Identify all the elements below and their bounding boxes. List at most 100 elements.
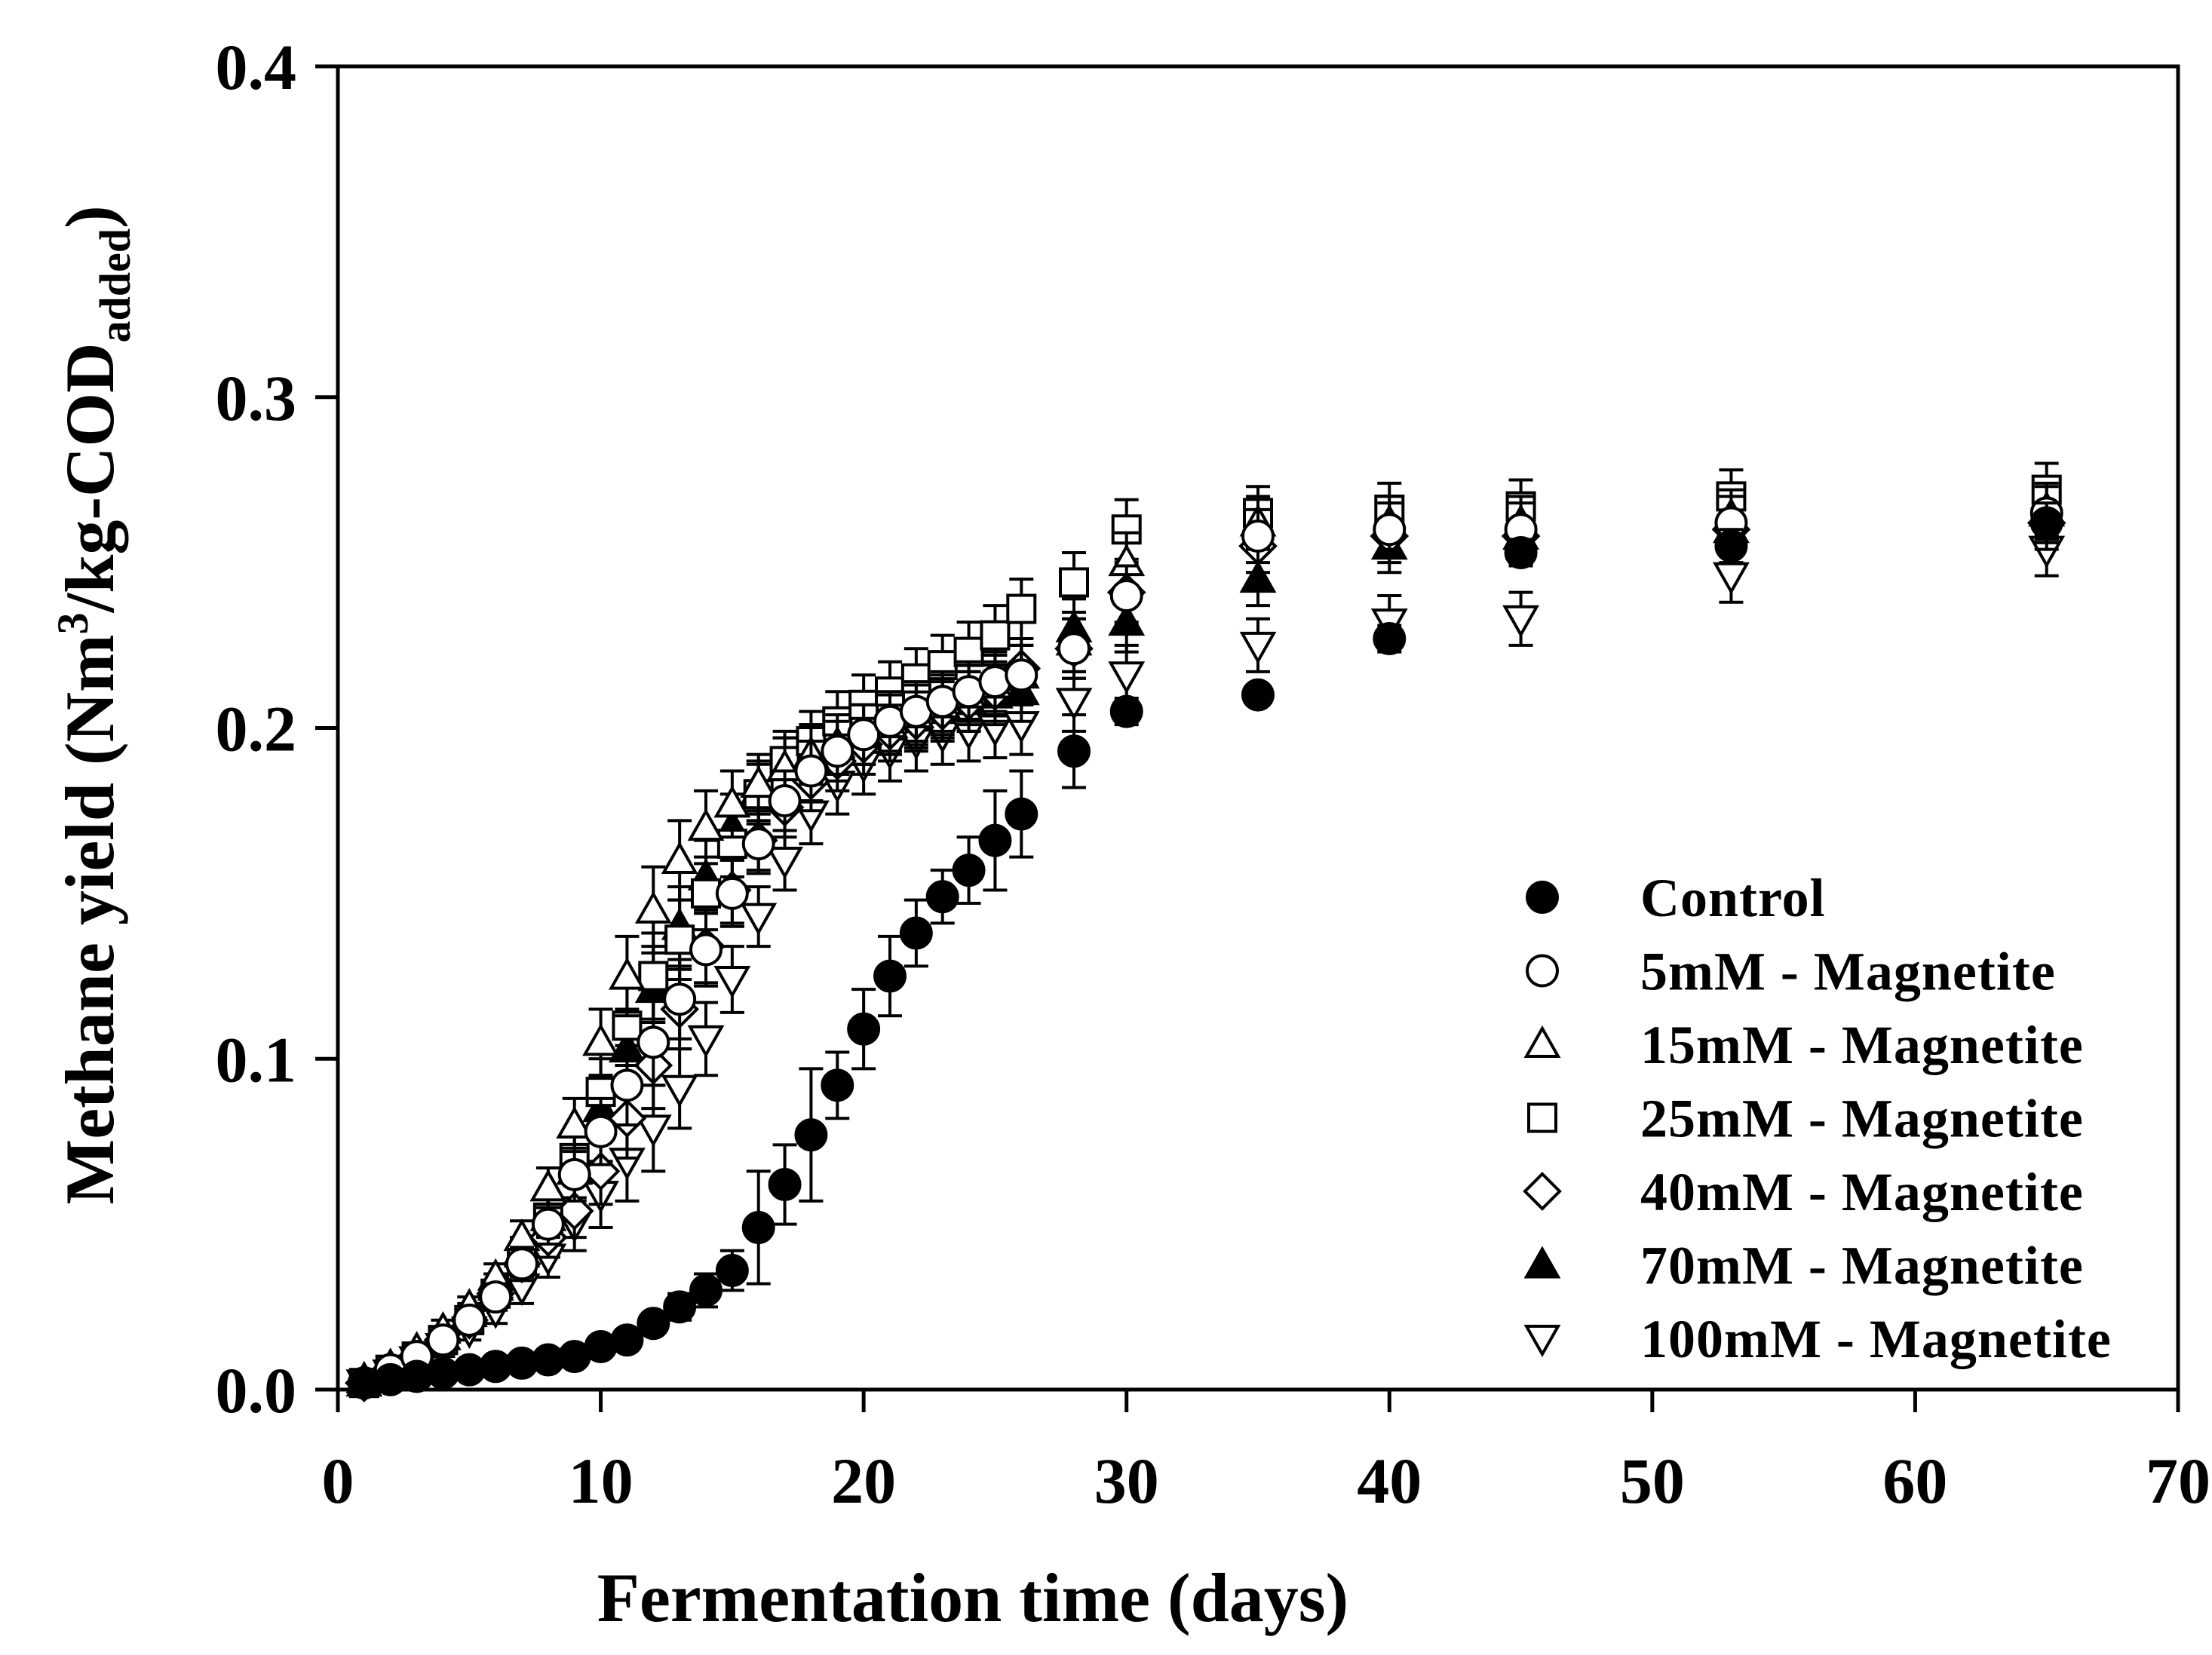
data-point (821, 734, 854, 768)
legend-marker-15mm-magnetite (1523, 1025, 1561, 1058)
data-point (556, 1105, 594, 1139)
data-point (1109, 694, 1143, 728)
data-point (637, 1025, 670, 1059)
data-point (741, 827, 775, 861)
legend-label-15mm-magnetite: 15mM - Magnetite (1640, 1015, 2084, 1075)
legend-marker-control (1526, 881, 1559, 914)
data-point (1005, 797, 1039, 831)
data-point (899, 916, 933, 950)
data-point (1109, 579, 1143, 612)
data-point (1241, 519, 1275, 553)
data-point (1055, 688, 1093, 721)
data-point (1006, 593, 1037, 624)
x-tick-label: 0 (322, 1445, 354, 1517)
data-point (925, 880, 959, 914)
legend-marker-25mm-magnetite (1527, 1102, 1557, 1133)
data-point (1239, 631, 1277, 664)
x-tick-label: 50 (1620, 1445, 1685, 1517)
data-point (1373, 622, 1407, 656)
data-point (608, 957, 646, 990)
legend-label-25mm-magnetite: 25mM - Magnetite (1640, 1089, 2084, 1149)
data-point (1059, 567, 1089, 598)
data-point (610, 1323, 644, 1357)
legend-marker-40mm-magnetite (1523, 1172, 1562, 1211)
data-point (873, 959, 907, 993)
y-tick-label: 0.2 (216, 693, 297, 765)
data-point (715, 1254, 749, 1288)
data-point (740, 903, 778, 936)
y-tick-label: 0.1 (216, 1023, 297, 1096)
data-point (663, 1290, 697, 1324)
data-point (713, 785, 751, 818)
data-point (741, 1211, 775, 1245)
data-point (2029, 506, 2063, 540)
data-point (952, 854, 986, 887)
data-point (768, 784, 802, 818)
legend-marker-100mm-magnetite (1523, 1325, 1561, 1358)
data-point (794, 1118, 828, 1152)
y-axis-title: Methane yield (Nm3/kg-CODadded) (48, 205, 140, 1204)
legend-marker-5mm-magnetite (1526, 954, 1559, 988)
data-point (505, 1247, 538, 1281)
x-tick-label: 70 (2146, 1445, 2210, 1517)
legend-label-70mm-magnetite: 70mM - Magnetite (1640, 1236, 2084, 1296)
data-point (687, 1025, 725, 1058)
data-point (638, 961, 669, 991)
x-axis-title: Fermentation time (days) (597, 1559, 1348, 1636)
legend-marker-70mm-magnetite (1523, 1246, 1561, 1279)
x-tick-label: 30 (1094, 1445, 1159, 1517)
data-point (766, 847, 804, 880)
data-point (529, 1169, 567, 1202)
data-point (1005, 658, 1039, 692)
data-point (634, 1114, 672, 1148)
data-layer (345, 461, 2066, 1403)
legend-label-control: Control (1640, 868, 1826, 928)
data-point (1373, 513, 1407, 547)
data-point (689, 933, 723, 967)
legend-label-100mm-magnetite: 100mM - Magnetite (1640, 1309, 2112, 1369)
series-5mm-magnetite (347, 485, 2063, 1400)
legend-label-5mm-magnetite: 5mM - Magnetite (1640, 942, 2056, 1002)
data-point (687, 808, 725, 841)
data-point (768, 1167, 802, 1201)
data-point (689, 1273, 723, 1307)
x-tick-label: 10 (569, 1445, 634, 1517)
data-point (426, 1323, 460, 1357)
data-point (582, 1023, 620, 1056)
data-point (740, 765, 778, 798)
x-tick-label: 20 (831, 1445, 896, 1517)
data-point (610, 1068, 644, 1102)
data-point (637, 1307, 670, 1341)
data-point (664, 924, 695, 955)
data-point (663, 982, 697, 1016)
data-point (794, 754, 828, 788)
y-axis: 0.0 0.1 0.2 0.3 0.4 (216, 31, 338, 1427)
x-axis: 0 10 20 30 40 50 60 70 (322, 1390, 2210, 1517)
data-point (691, 878, 721, 909)
series-control (347, 501, 2063, 1400)
data-point (978, 823, 1012, 857)
y-tick-label: 0.0 (216, 1354, 297, 1427)
data-point (453, 1303, 486, 1337)
data-point (661, 1074, 698, 1108)
legend: Control 5mM - Magnetite 15mM - Magnetite 25… (1523, 868, 2112, 1369)
data-point (1057, 632, 1091, 666)
data-point (821, 1068, 854, 1102)
y-tick-label: 0.3 (216, 362, 297, 434)
data-point (1239, 560, 1277, 593)
data-point (715, 876, 749, 910)
data-point (847, 718, 881, 752)
data-point (713, 965, 751, 999)
data-point (634, 890, 672, 924)
data-point (479, 1280, 513, 1314)
legend-label-40mm-magnetite: 40mM - Magnetite (1640, 1162, 2084, 1222)
data-point (847, 1012, 881, 1046)
data-point (557, 1157, 591, 1191)
data-point (980, 620, 1011, 651)
x-tick-label: 40 (1357, 1445, 1422, 1517)
data-point (1502, 605, 1540, 638)
x-tick-label: 60 (1882, 1445, 1947, 1517)
data-point (1504, 535, 1538, 569)
y-tick-label: 0.4 (216, 31, 297, 103)
